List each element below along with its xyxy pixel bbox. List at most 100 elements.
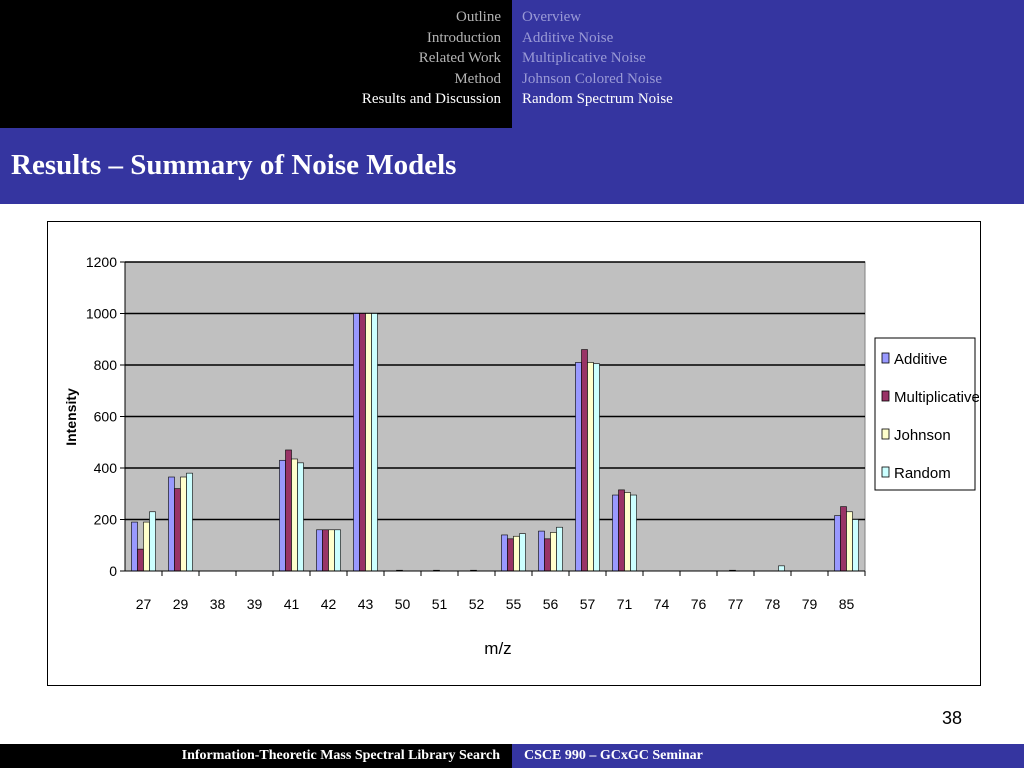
bar-additive-71: [612, 494, 619, 572]
y-tick-label: 200: [94, 512, 118, 528]
nav-subsection-random-spectrum-noise[interactable]: Random Spectrum Noise: [522, 91, 673, 107]
y-axis-ticks: 0 200 400 600 800 1000 1200: [86, 254, 125, 579]
y-tick-label: 0: [109, 563, 117, 579]
bar-johnson-71: [624, 492, 631, 572]
x-tick-label: 38: [210, 596, 226, 612]
bar-random-29: [186, 472, 193, 572]
nav-subsection-additive-noise[interactable]: Additive Noise: [522, 29, 614, 46]
bar-multiplicative-71: [618, 489, 625, 572]
nav-section-outline[interactable]: Outline: [456, 9, 501, 25]
x-tick-label: 57: [580, 596, 596, 612]
bar-multiplicative-27: [137, 548, 144, 572]
x-tick-label: 52: [469, 596, 485, 612]
bars: [131, 313, 859, 572]
bar-johnson-42: [328, 529, 335, 572]
y-tick-label: 400: [94, 460, 118, 476]
bar-johnson-85: [846, 511, 853, 572]
bar-random-43: [371, 313, 378, 572]
bar-johnson-57: [587, 362, 594, 572]
legend-label-random: Random: [894, 465, 951, 482]
subsection-nav: Overview Additive Noise Multiplicative Noi…: [512, 0, 1024, 128]
bar-random-41: [297, 462, 304, 572]
bar-additive-29: [168, 476, 175, 572]
legend-swatch-random: [881, 466, 890, 478]
bar-random-78: [778, 565, 785, 572]
bar-multiplicative-56: [544, 538, 551, 572]
title-bar: Results – Summary of Noise Models: [0, 128, 1024, 204]
bar-random-42: [334, 529, 341, 572]
bar-random-57: [593, 363, 600, 572]
bar-multiplicative-85: [840, 506, 847, 572]
bar-additive-56: [538, 530, 545, 572]
bar-multiplicative-43: [359, 313, 366, 572]
bar-additive-55: [501, 534, 508, 572]
bar-johnson-41: [291, 458, 298, 572]
section-nav: Outline Introduction Related Work Method Res…: [0, 0, 512, 128]
bar-additive-41: [279, 459, 286, 572]
legend-box: [874, 337, 976, 491]
bar-johnson-55: [513, 535, 520, 572]
bar-random-56: [556, 526, 563, 572]
x-tick-label: 43: [358, 596, 374, 612]
x-tick-label: 29: [173, 596, 189, 612]
x-tick-label: 78: [765, 596, 781, 612]
bar-additive-27: [131, 521, 138, 572]
x-axis-ticks: 27 29 38 39 41 42 43 50 51 52 55 56 57 71 74 76 77 78 79 85: [136, 571, 866, 612]
bar-random-55: [519, 533, 526, 572]
nav-section-results-and-discussion[interactable]: Results and Discussion: [361, 91, 501, 107]
bar-multiplicative-41: [285, 449, 292, 572]
y-tick-label: 1000: [86, 306, 117, 322]
x-tick-label: 71: [617, 596, 633, 612]
y-tick-label: 800: [94, 357, 118, 373]
chart-frame: 0 200 400 600 800 1000 1200 27 29 38 39 41 42 43 50 51…: [47, 221, 981, 686]
footer-title: Information-Theoretic Mass Spectral Libr…: [181, 748, 500, 763]
bar-additive-57: [575, 362, 582, 572]
bar-additive-43: [353, 313, 360, 572]
bar-johnson-29: [180, 476, 187, 572]
x-tick-label: 77: [728, 596, 744, 612]
page-number: 38: [941, 708, 962, 728]
x-tick-label: 79: [802, 596, 818, 612]
x-tick-label: 76: [691, 596, 707, 612]
bar-multiplicative-55: [507, 538, 514, 572]
bar-additive-85: [834, 515, 841, 572]
grid-lines: [125, 261, 865, 521]
x-tick-label: 41: [284, 596, 300, 612]
bar-random-27: [149, 511, 156, 572]
x-tick-label: 27: [136, 596, 152, 612]
bar-johnson-56: [550, 532, 557, 572]
footer-right: CSCE 990 – GCxGC Seminar: [512, 744, 1024, 768]
bar-random-85: [852, 519, 859, 572]
x-tick-label: 55: [506, 596, 522, 612]
bar-additive-42: [316, 529, 323, 572]
bar-multiplicative-29: [174, 488, 181, 572]
subsection-list: Overview Additive Noise Multiplicative Noi…: [522, 7, 673, 110]
bar-johnson-27: [143, 521, 150, 572]
nav-section-introduction[interactable]: Introduction: [426, 29, 501, 46]
x-axis-label: m/z: [484, 639, 511, 658]
nav-subsection-overview[interactable]: Overview: [522, 9, 582, 25]
footer-left: Information-Theoretic Mass Spectral Libr…: [0, 744, 512, 768]
bar-chart: 0 200 400 600 800 1000 1200 27 29 38 39 41 42 43 50 51…: [63, 254, 980, 658]
slide-title: Results – Summary of Noise Models: [11, 149, 457, 181]
legend-swatch-additive: [881, 352, 890, 364]
bar-multiplicative-42: [322, 529, 329, 572]
x-tick-label: 50: [395, 596, 411, 612]
nav-subsection-johnson-colored-noise[interactable]: Johnson Colored Noise: [522, 70, 662, 87]
nav-subsection-multiplicative-noise[interactable]: Multiplicative Noise: [522, 50, 646, 66]
y-axis-label: Intensity: [63, 388, 79, 446]
x-tick-label: 56: [543, 596, 559, 612]
y-tick-label: 600: [94, 409, 118, 425]
bar-multiplicative-57: [581, 349, 588, 572]
legend-swatch-johnson: [881, 428, 890, 440]
x-tick-label: 74: [654, 596, 670, 612]
nav-section-related-work[interactable]: Related Work: [418, 50, 501, 66]
bar-random-71: [630, 494, 637, 572]
x-tick-label: 42: [321, 596, 337, 612]
legend-label-johnson: Johnson: [894, 427, 951, 444]
bar-johnson-43: [365, 313, 372, 572]
nav-section-method[interactable]: Method: [454, 70, 501, 87]
x-tick-label: 51: [432, 596, 448, 612]
section-list: Outline Introduction Related Work Method Res…: [362, 7, 501, 110]
footer-course: CSCE 990 – GCxGC Seminar: [524, 748, 703, 763]
